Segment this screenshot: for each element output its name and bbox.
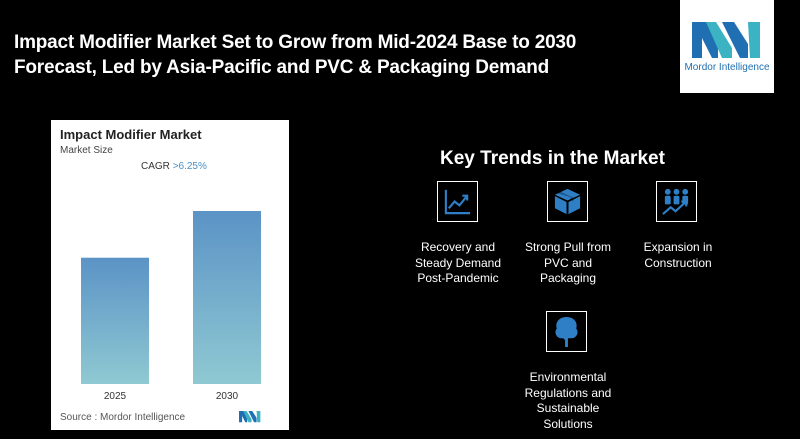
- trend-label-line: PVC and: [543, 255, 593, 270]
- cagr-annotation: CAGR >6.25%: [141, 161, 207, 172]
- trend-label-line: Solutions: [543, 416, 593, 431]
- trend-label-line: Steady Demand: [414, 255, 502, 270]
- trend-label-line: Strong Pull from: [524, 240, 612, 254]
- growth-chart-icon: [437, 181, 478, 222]
- bar-chart: 2025 2030: [81, 211, 261, 402]
- mordor-logo-icon: [692, 22, 760, 58]
- package-box-icon: [547, 181, 588, 222]
- people-growth-icon: [656, 181, 697, 222]
- x-tick-label: 2025: [104, 391, 127, 402]
- trend-label-line: Post-Pandemic: [417, 271, 499, 285]
- chart-subtitle: Market Size: [60, 145, 113, 156]
- title-line-1: Impact Modifier Market Set to Grow from …: [14, 32, 577, 53]
- trends-title: Key Trends in the Market: [440, 148, 665, 169]
- trend-label-recovery: Recovery and Steady Demand Post-Pandemic: [393, 240, 523, 287]
- chart-source: Source : Mordor Intelligence: [60, 412, 186, 423]
- trend-label-environmental: Environmental Regulations and Sustainabl…: [503, 370, 633, 432]
- bar-2030: [193, 211, 261, 384]
- trend-label-line: Environmental: [529, 370, 607, 384]
- cagr-label: CAGR: [141, 161, 170, 172]
- bar-2025: [81, 257, 149, 384]
- chart-card: Impact Modifier Market Market Size CAGR …: [51, 120, 289, 430]
- cagr-value: >6.25%: [172, 161, 207, 172]
- trend-label-line: Recovery and: [420, 240, 496, 254]
- chart-title: Impact Modifier Market: [60, 127, 202, 142]
- trend-label-line: Packaging: [539, 271, 597, 285]
- source-logo-icon: [239, 410, 261, 423]
- trend-label-line: Regulations and: [524, 385, 612, 400]
- trend-label-pvc: Strong Pull from PVC and Packaging: [503, 240, 633, 287]
- trend-label-line: Expansion in: [643, 240, 713, 254]
- trend-label-line: Construction: [644, 255, 712, 270]
- title-line-2: Forecast, Led by Asia-Pacific and PVC & …: [14, 57, 550, 78]
- trend-label-construction: Expansion in Construction: [613, 240, 743, 271]
- brand-logo: Mordor Intelligence: [680, 0, 774, 93]
- x-tick-label: 2030: [216, 391, 239, 402]
- tree-icon: [546, 311, 587, 352]
- logo-text: Mordor Intelligence: [684, 62, 770, 73]
- trend-label-line: Sustainable: [536, 401, 600, 415]
- page-title: Impact Modifier Market Set to Grow from …: [14, 30, 654, 80]
